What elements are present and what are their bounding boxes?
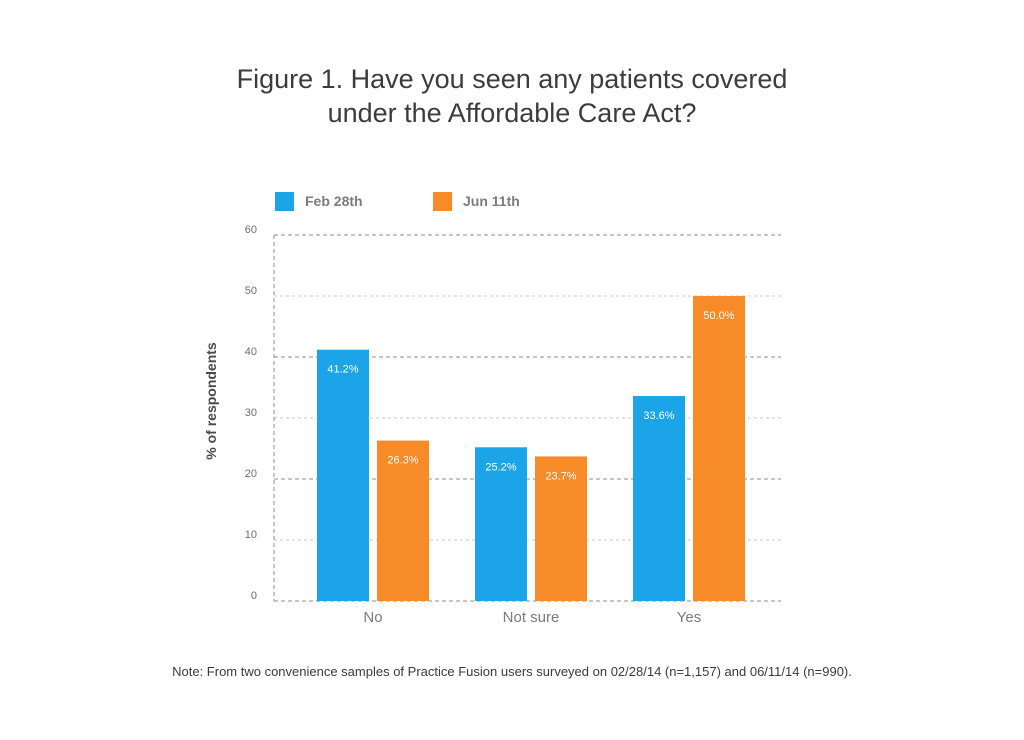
x-tick-label: No (363, 609, 382, 626)
legend-swatch-series-2 (433, 192, 452, 211)
y-tick-label: 40 (245, 346, 257, 358)
y-tick-label: 10 (245, 529, 257, 541)
y-tick-label: 20 (245, 468, 257, 480)
bar-data-label: 41.2% (327, 364, 358, 376)
chart-title-line-1: Figure 1. Have you seen any patients cov… (236, 64, 788, 94)
y-tick-label: 0 (251, 590, 257, 602)
y-tick-label: 30 (245, 407, 257, 419)
bar-data-label: 23.7% (545, 470, 576, 482)
bar-data-label: 33.6% (643, 410, 674, 422)
x-tick-label: Not sure (503, 609, 560, 626)
bar-2-no (377, 440, 429, 601)
x-tick-label: Yes (677, 609, 701, 626)
legend-label-series-1: Feb 28th (305, 193, 363, 209)
bar-1-not-sure (475, 447, 527, 601)
chart-note: Note: From two convenience samples of Pr… (172, 664, 852, 679)
bar-data-label: 25.2% (485, 461, 516, 473)
chart-title-line-2: under the Affordable Care Act? (327, 98, 697, 128)
bar-data-label: 26.3% (387, 455, 418, 467)
legend-swatch-series-1 (275, 192, 294, 211)
legend-label-series-2: Jun 11th (463, 193, 520, 209)
bar-data-label: 50.0% (703, 310, 734, 322)
bar-2-not-sure (535, 456, 587, 601)
bar-2-yes (693, 296, 745, 601)
y-tick-label: 60 (245, 224, 257, 236)
y-axis-title: % of respondents (203, 342, 219, 460)
bar-1-no (317, 349, 369, 601)
y-tick-label: 50 (245, 285, 257, 297)
bar-1-yes (633, 396, 685, 601)
chart-title: Figure 1. Have you seen any patients cov… (0, 62, 1024, 130)
